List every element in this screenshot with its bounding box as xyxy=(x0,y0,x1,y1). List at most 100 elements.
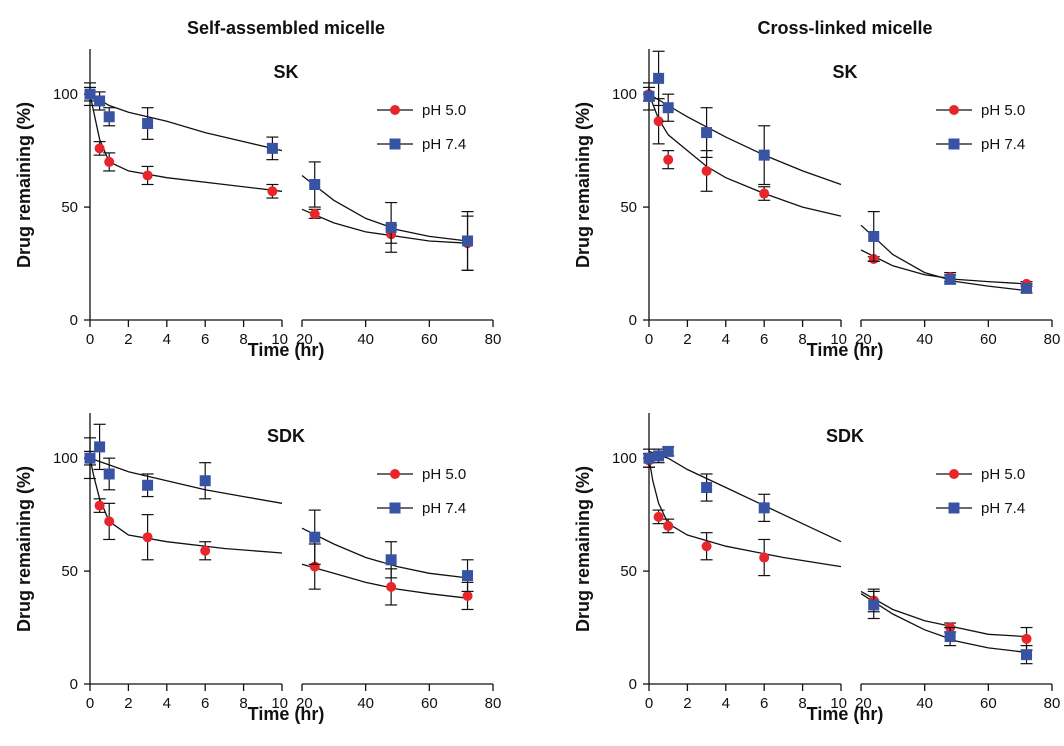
legend-label: pH 7.4 xyxy=(981,136,1025,153)
data-point-ph74 xyxy=(103,468,115,480)
data-point-ph50 xyxy=(267,186,278,197)
x-tick-label: 6 xyxy=(760,695,768,712)
x-tick-label: 8 xyxy=(239,331,247,348)
x-tick-label: 10 xyxy=(830,331,847,348)
x-tick-label: 6 xyxy=(201,331,209,348)
y-tick-label: 0 xyxy=(629,676,637,693)
data-point-ph74 xyxy=(944,273,956,285)
data-point-ph74 xyxy=(653,72,665,84)
fit-curve xyxy=(89,458,468,599)
data-point-ph50 xyxy=(200,545,211,556)
data-point-ph74 xyxy=(199,475,211,487)
data-point-ph50 xyxy=(309,208,320,219)
data-point-ph50 xyxy=(653,511,664,522)
y-axis-label: Drug remaining (%) xyxy=(573,102,593,268)
legend-label: pH 7.4 xyxy=(981,500,1025,517)
legend-marker-ph50 xyxy=(949,105,959,115)
x-tick-label: 80 xyxy=(1044,695,1061,712)
panel-title: SDK xyxy=(267,426,305,446)
x-tick-label: 10 xyxy=(271,695,288,712)
x-tick-label: 60 xyxy=(980,695,997,712)
legend-marker-ph50 xyxy=(390,469,400,479)
x-tick-label: 4 xyxy=(163,695,171,712)
y-tick-label: 50 xyxy=(61,563,78,580)
data-point-ph74 xyxy=(653,450,665,462)
data-point-ph50 xyxy=(653,116,664,127)
x-tick-label: 4 xyxy=(163,331,171,348)
data-point-ph74 xyxy=(142,479,154,491)
panel-title: SK xyxy=(273,62,298,82)
x-tick-label: 40 xyxy=(357,331,374,348)
legend-label: pH 5.0 xyxy=(981,102,1025,119)
x-tick-label: 6 xyxy=(760,331,768,348)
y-tick-label: 0 xyxy=(70,312,78,329)
x-axis-label: Time (hr) xyxy=(807,704,884,724)
x-tick-label: 60 xyxy=(421,695,438,712)
x-tick-label: 80 xyxy=(485,695,502,712)
data-point-ph50 xyxy=(386,581,397,592)
x-tick-label: 60 xyxy=(421,331,438,348)
legend-marker-ph74 xyxy=(948,138,960,150)
x-tick-label: 2 xyxy=(124,695,132,712)
data-point-ph74 xyxy=(385,554,397,566)
y-tick-label: 0 xyxy=(629,312,637,329)
x-tick-label: 80 xyxy=(485,331,502,348)
legend-label: pH 5.0 xyxy=(422,102,466,119)
data-point-ph50 xyxy=(142,170,153,181)
fit-curve xyxy=(648,458,1027,638)
data-point-ph74 xyxy=(94,441,106,453)
column-title-cross-linked: Cross-linked micelle xyxy=(757,18,932,38)
data-point-ph74 xyxy=(309,179,321,190)
x-tick-label: 10 xyxy=(830,695,847,712)
data-point-ph50 xyxy=(701,165,712,176)
fit-curve xyxy=(89,94,468,244)
x-tick-label: 4 xyxy=(722,695,730,712)
data-point-ph74 xyxy=(1021,282,1033,294)
x-tick-label: 20 xyxy=(855,695,872,712)
fit-curve xyxy=(648,93,1027,292)
data-point-ph50 xyxy=(104,516,115,527)
legend-marker-ph74 xyxy=(389,502,401,514)
legend-marker-ph74 xyxy=(948,502,960,514)
data-point-ph74 xyxy=(662,102,674,114)
x-tick-label: 8 xyxy=(239,695,247,712)
x-tick-label: 40 xyxy=(357,695,374,712)
legend-label: pH 7.4 xyxy=(422,500,466,517)
y-axis-label: Drug remaining (%) xyxy=(573,466,593,632)
data-point-ph50 xyxy=(94,143,105,154)
data-point-ph50 xyxy=(94,500,105,511)
y-tick-label: 50 xyxy=(620,199,637,216)
x-axis-label: Time (hr) xyxy=(248,340,325,360)
data-point-ph74 xyxy=(758,149,770,161)
x-tick-label: 2 xyxy=(124,331,132,348)
y-tick-label: 100 xyxy=(53,86,78,103)
panel-title: SK xyxy=(832,62,857,82)
data-point-ph74 xyxy=(1021,649,1033,661)
data-point-ph50 xyxy=(104,156,115,167)
x-tick-label: 0 xyxy=(86,331,94,348)
x-tick-label: 20 xyxy=(296,331,313,348)
data-point-ph74 xyxy=(266,142,278,154)
data-point-ph74 xyxy=(103,111,115,123)
data-point-ph50 xyxy=(142,532,153,543)
y-tick-label: 100 xyxy=(612,450,637,467)
x-tick-label: 0 xyxy=(645,331,653,348)
x-tick-label: 60 xyxy=(980,331,997,348)
data-point-ph74 xyxy=(643,90,655,102)
data-point-ph50 xyxy=(663,154,674,165)
legend-marker-ph50 xyxy=(390,105,400,115)
y-tick-label: 0 xyxy=(70,676,78,693)
data-point-ph74 xyxy=(944,631,956,643)
data-point-ph74 xyxy=(309,531,321,543)
column-title-self-assembled: Self-assembled micelle xyxy=(187,18,385,38)
legend-label: pH 5.0 xyxy=(422,466,466,483)
data-point-ph50 xyxy=(1021,633,1032,644)
x-tick-label: 4 xyxy=(722,331,730,348)
chart-panel-sdk-self-assembled: 0 50 100 0 2 4 6 8 10 20 40 60 80 Time (hr) Drug remai… xyxy=(14,413,501,724)
x-tick-label: 6 xyxy=(201,695,209,712)
data-point-ph74 xyxy=(94,95,106,107)
legend-label: pH 5.0 xyxy=(981,466,1025,483)
data-point-ph74 xyxy=(868,599,880,611)
fit-curve xyxy=(648,93,1027,285)
